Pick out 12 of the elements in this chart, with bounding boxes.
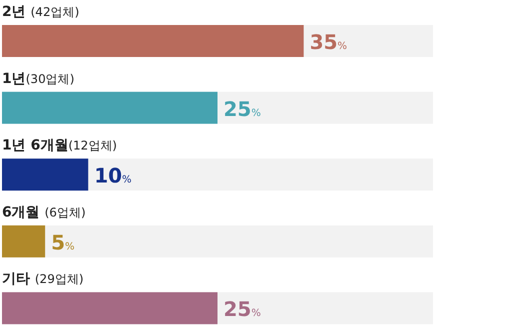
bar: [2, 158, 88, 191]
data-label: 5%: [51, 230, 75, 254]
y-tick-label: 1년 6개월(12업체): [2, 138, 117, 154]
data-label: 25%: [224, 297, 261, 322]
y-tick-label: 1년(30업체): [2, 70, 74, 87]
data-label: 25%: [224, 96, 261, 121]
data-label: 10%: [94, 164, 132, 188]
y-tick-label: 2년 (42업체): [2, 4, 80, 20]
y-tick-label: 기타 (29업체): [2, 271, 84, 288]
bar: [2, 225, 46, 258]
data-label: 35%: [310, 30, 348, 54]
y-tick-label: 6개월 (6업체): [2, 204, 86, 220]
